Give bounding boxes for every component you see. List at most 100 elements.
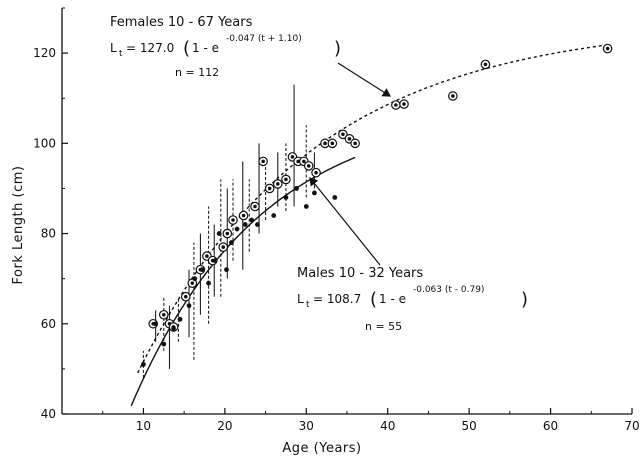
female-point-dot	[267, 186, 272, 191]
male-point	[228, 240, 234, 245]
females-eq-head: = 127.0	[126, 41, 174, 55]
females-eq-base: 1 - e	[192, 41, 219, 55]
x-tick-label: 70	[624, 419, 639, 433]
y-tick-label: 120	[33, 46, 56, 60]
male-point	[255, 222, 260, 227]
female-point	[281, 174, 291, 185]
female-point	[187, 278, 198, 288]
female-point-dot	[314, 170, 318, 175]
males-n: n = 55	[365, 320, 402, 333]
female-point-dot	[451, 94, 455, 98]
males-equation: L t = 108.7 ( 1 - e -0.063 (t - 0.79) )	[297, 285, 528, 310]
x-tick-label: 50	[462, 419, 477, 433]
female-point-dot	[341, 132, 345, 137]
female-point-dot	[231, 218, 235, 222]
male-point	[271, 213, 277, 218]
x-axis-label: Age (Years)	[282, 441, 361, 456]
female-point-dot	[605, 46, 610, 51]
females-title: Females 10 - 67 Years	[110, 15, 253, 30]
female-point-dot	[241, 213, 246, 218]
female-point-dot	[275, 182, 280, 186]
female-point-dot	[306, 164, 311, 168]
males-eq-exp: -0.063 (t - 0.79)	[413, 285, 484, 295]
female-point-dot	[394, 103, 398, 107]
female-point-dot	[253, 204, 257, 209]
females-equation: L t = 127.0 ( 1 - e -0.047 (t + 1.10) )	[110, 34, 341, 59]
female-point-dot	[183, 294, 188, 299]
female-point-dot	[205, 254, 209, 258]
female-point	[448, 91, 458, 101]
female-point-dot	[353, 141, 357, 146]
females-curve	[137, 44, 608, 374]
female-point	[399, 99, 409, 109]
male-point	[153, 321, 159, 327]
female-point	[228, 215, 238, 225]
females-eq-lhs: L	[110, 41, 117, 55]
male-point	[249, 217, 255, 223]
male-point	[199, 267, 205, 273]
females-annotation: Females 10 - 67 Years L t = 127.0 ( 1 - …	[110, 15, 341, 79]
female-point-dot	[402, 102, 406, 106]
y-tick-label: 80	[41, 227, 56, 241]
female-point-dot	[225, 231, 230, 236]
y-tick-label: 60	[41, 317, 56, 331]
female-point	[602, 43, 613, 54]
male-point	[224, 267, 229, 273]
female-point	[350, 138, 360, 149]
females-n: n = 112	[175, 66, 219, 79]
male-point	[206, 280, 211, 286]
male-point	[177, 316, 183, 322]
females-eq-rparen: )	[334, 38, 341, 59]
x-tick-label: 40	[380, 419, 395, 433]
female-point-dot	[323, 141, 327, 146]
male-point	[294, 186, 299, 191]
males-eq-head: = 108.7	[313, 292, 361, 306]
males-eq-lparen: (	[370, 289, 377, 310]
male-point	[332, 195, 338, 200]
male-point	[312, 190, 317, 196]
x-tick-label: 60	[543, 419, 558, 433]
female-point-dot	[290, 155, 295, 159]
female-point	[338, 129, 348, 140]
female-point-dot	[261, 159, 265, 164]
females-eq-exp: -0.047 (t + 1.10)	[226, 34, 302, 44]
male-point	[161, 341, 167, 347]
female-point-dot	[296, 159, 300, 164]
females-arrow	[337, 62, 392, 97]
growth-curves	[130, 44, 608, 407]
female-point-dot	[221, 245, 226, 249]
male-point	[171, 325, 176, 331]
x-tick-label: 20	[217, 419, 232, 433]
male-point	[234, 226, 240, 232]
male-point	[212, 258, 218, 264]
males-eq-rparen: )	[521, 289, 528, 310]
female-point-dot	[302, 159, 306, 164]
females-eq-sub: t	[119, 49, 123, 59]
males-arrow	[309, 177, 381, 266]
female-point	[327, 138, 338, 149]
female-point-dot	[483, 62, 488, 67]
female-point	[158, 309, 169, 320]
male-point	[192, 276, 198, 282]
axis-ticks: 10 20 30 40 50 60 70 40 60 80 100 120	[33, 7, 640, 433]
y-axis-label: Fork Length (cm)	[11, 166, 26, 285]
female-point-dot	[330, 141, 335, 146]
males-eq-sub: t	[306, 300, 310, 310]
male-point	[186, 303, 192, 309]
female-point	[303, 161, 314, 171]
female-point	[258, 156, 268, 167]
male-point	[283, 195, 289, 200]
male-point	[303, 204, 309, 209]
male-point	[242, 222, 248, 227]
female-point-dot	[190, 281, 195, 285]
female-point	[238, 210, 249, 221]
male-point	[216, 231, 222, 236]
female-point	[264, 183, 275, 194]
female-point	[311, 167, 321, 178]
females-eq-lparen: (	[183, 38, 190, 59]
female-point	[480, 59, 491, 70]
female-point	[272, 179, 283, 189]
female-point-dot	[161, 312, 166, 317]
female-point	[218, 242, 229, 252]
